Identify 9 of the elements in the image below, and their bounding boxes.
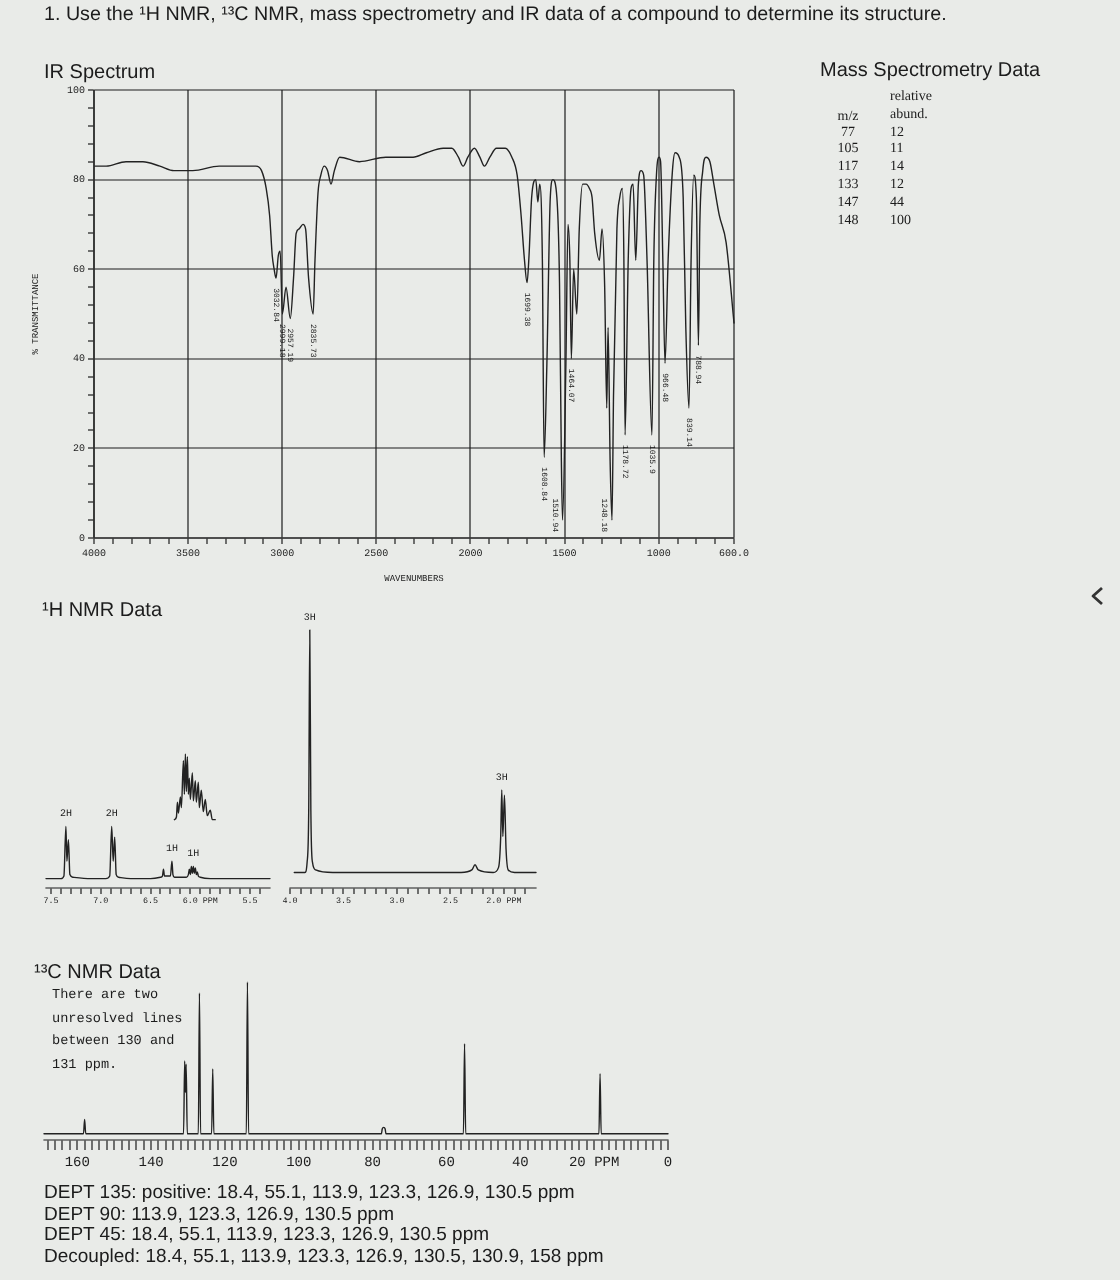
- text: DEPT 90: 113.9, 123.3, 126.9, 130.5 ppm: [44, 1203, 394, 1225]
- chart-title: ¹H NMR Data: [42, 599, 163, 621]
- chart-title: ¹³C NMR Data: [34, 962, 161, 984]
- text: DEPT 45: 18.4, 55.1, 113.9, 123.3, 126.9, 130.5 ppm: [44, 1224, 490, 1246]
- text: Mass Spectrometry Data: [820, 60, 1041, 82]
- chart-title: IR Spectrum: [44, 62, 156, 84]
- text: 1. Use the ¹H NMR, ¹³C NMR, mass spectrometry and IR data of a compound to determine its structure.: [44, 3, 947, 25]
- text: Decoupled: 18.4, 55.1, 113.9, 123.3, 126.9, 130.5, 130.9, 158 ppm: [44, 1245, 604, 1267]
- text: DEPT 135: positive: 18.4, 55.1, 113.9, 123.3, 126.9, 130.5 ppm: [44, 1182, 575, 1204]
